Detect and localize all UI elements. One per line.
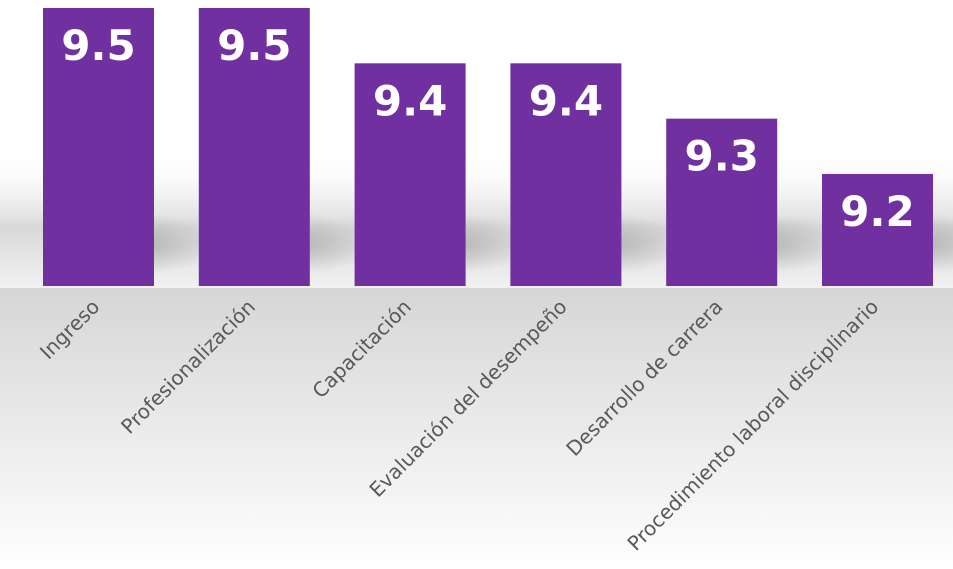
bar-value-label: 9.4 <box>529 76 603 125</box>
bar-4 <box>510 63 622 287</box>
bar-value-label: 9.4 <box>373 76 447 125</box>
bar-value-label: 9.5 <box>61 21 135 70</box>
bar-3 <box>354 63 466 287</box>
bar-value-label: 9.2 <box>840 187 914 236</box>
bar-2 <box>198 8 310 286</box>
bar-value-label: 9.5 <box>217 21 291 70</box>
bar-5 <box>666 118 778 287</box>
bar-6 <box>822 173 933 286</box>
bar-1 <box>43 8 154 286</box>
bar-value-label: 9.3 <box>684 132 758 181</box>
floor-background-lower <box>0 288 953 569</box>
